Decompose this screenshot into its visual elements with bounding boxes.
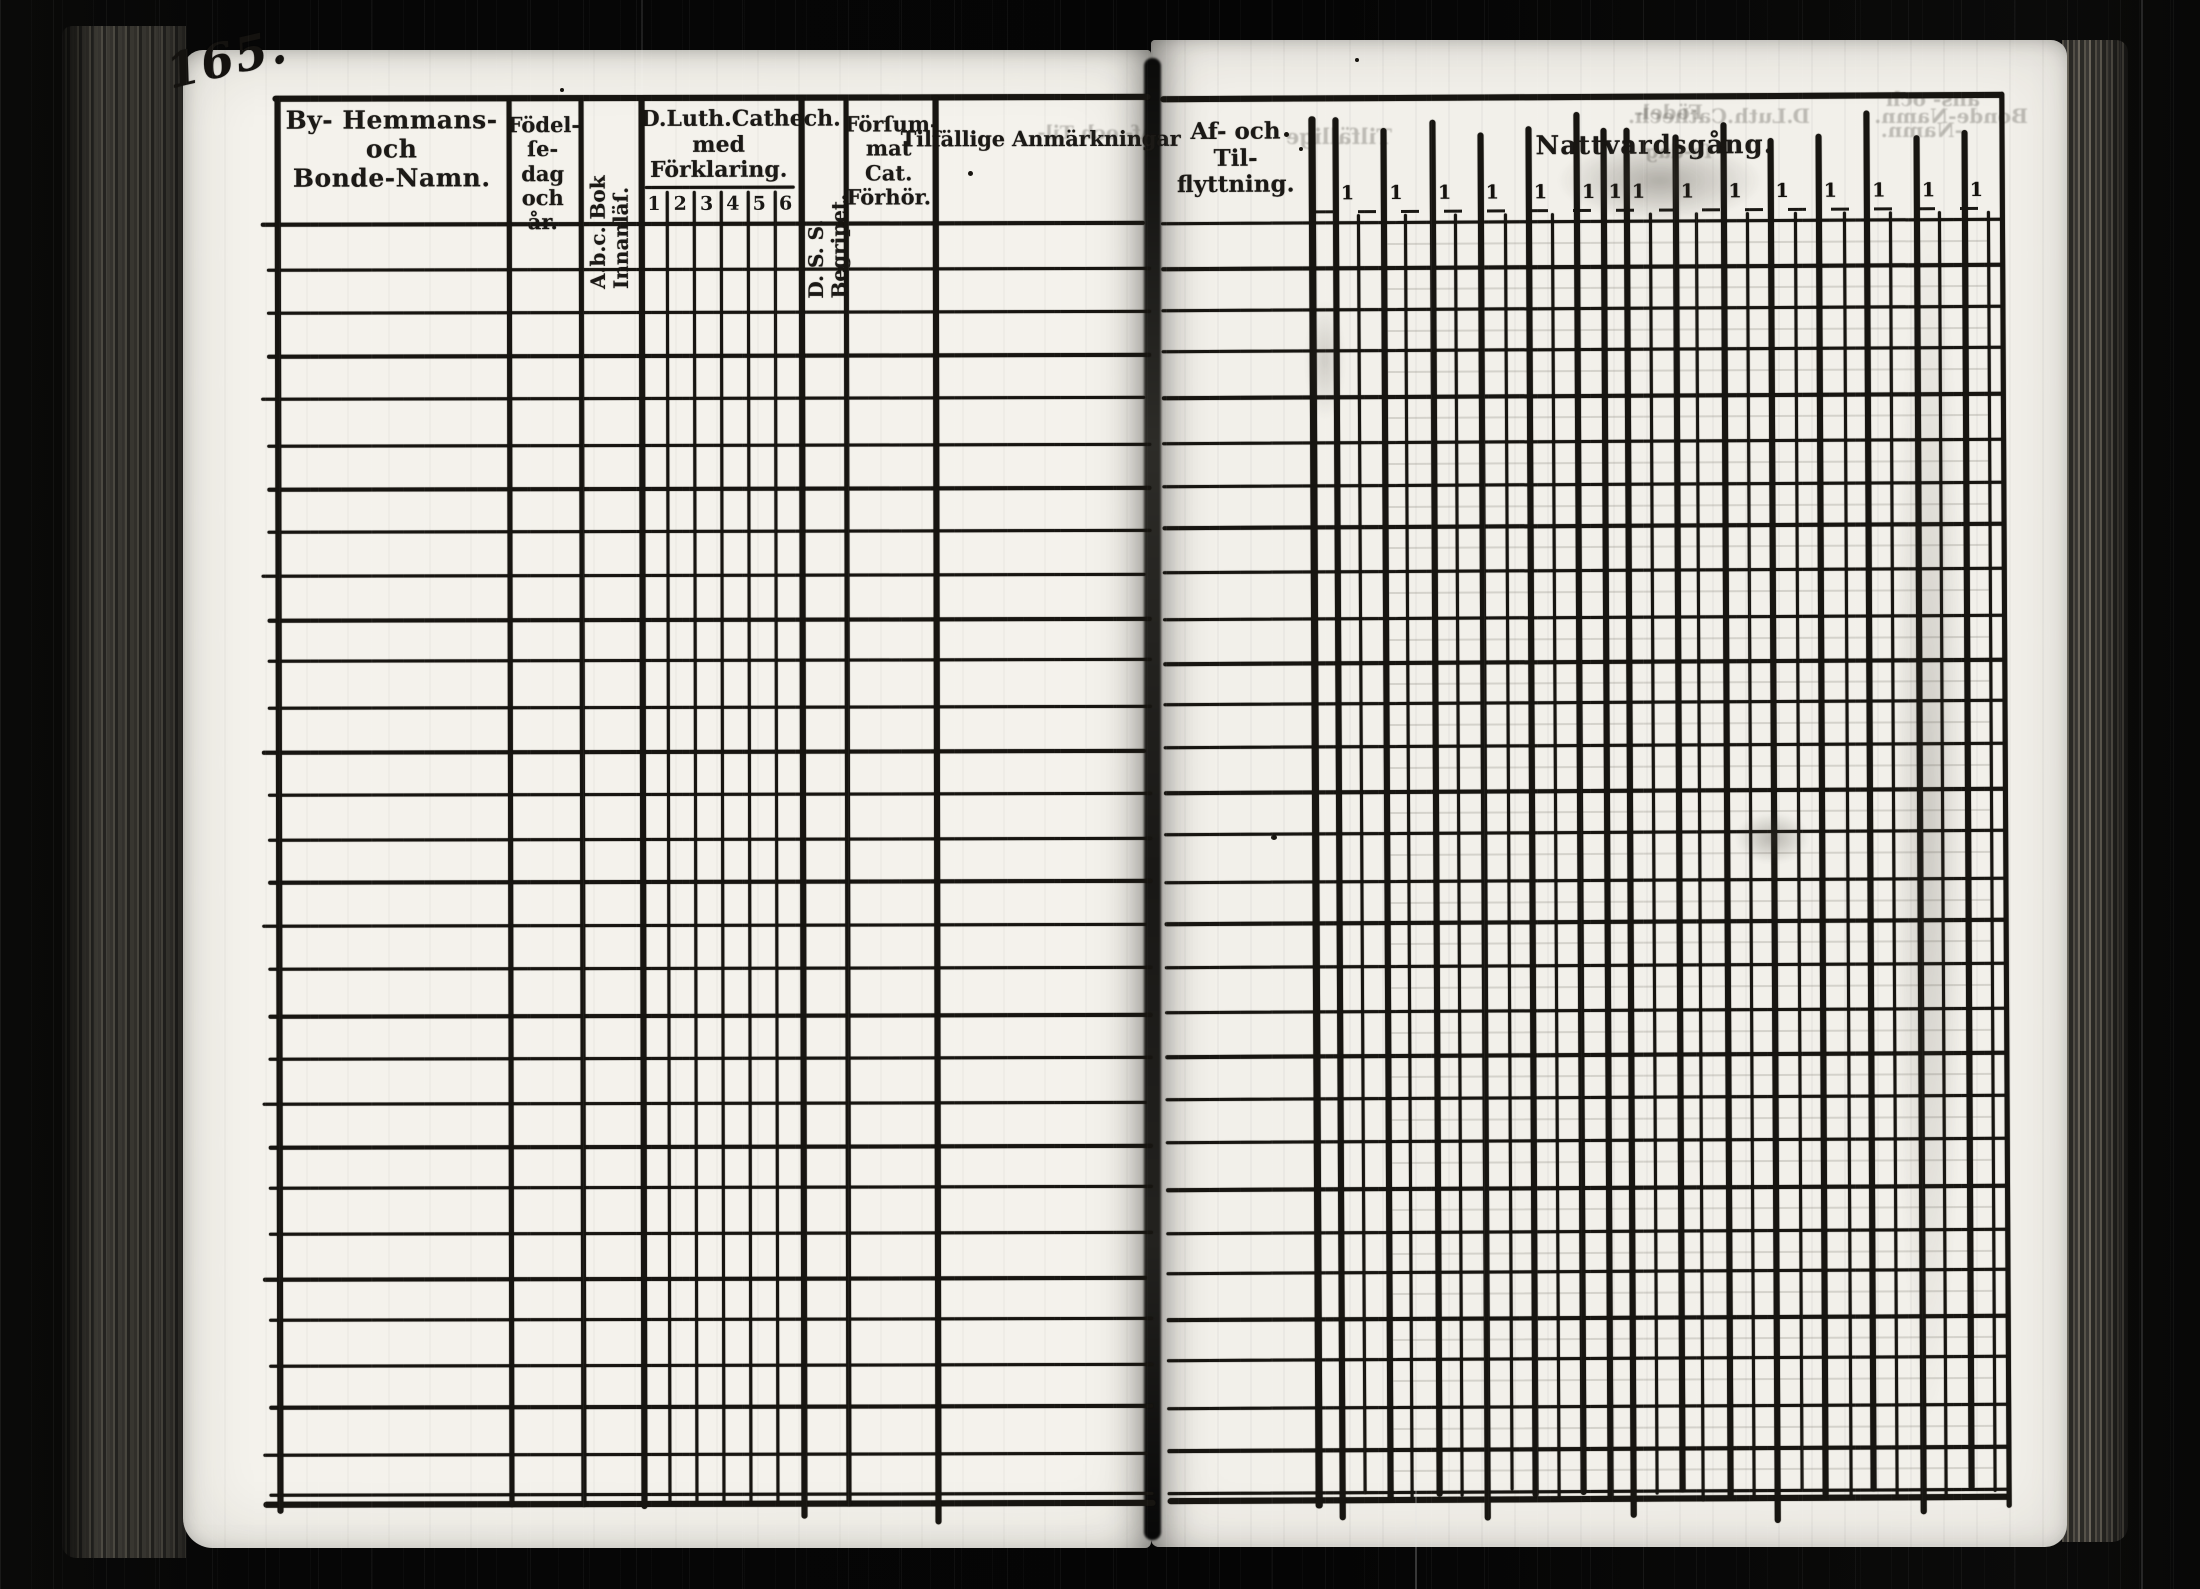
- book-gutter: [1144, 58, 1161, 1540]
- smudge: [1735, 812, 1810, 864]
- ink-speck: [560, 88, 564, 92]
- smudge: [1305, 300, 1345, 420]
- ink-speck: [1284, 132, 1289, 137]
- smudge: [1555, 138, 1765, 223]
- ink-speck: [1271, 835, 1277, 840]
- book-right-page-edges: [2062, 40, 2128, 1542]
- ink-speck: [1299, 147, 1303, 151]
- ink-speck: [1355, 58, 1359, 62]
- film-scratch: [641, 0, 643, 95]
- book-left-page-edges: [62, 26, 186, 1558]
- film-scratch: [2141, 0, 2143, 1589]
- smudge: [1893, 190, 1965, 1430]
- film-scratch: [1415, 1480, 1417, 1589]
- ink-speck: [968, 171, 973, 176]
